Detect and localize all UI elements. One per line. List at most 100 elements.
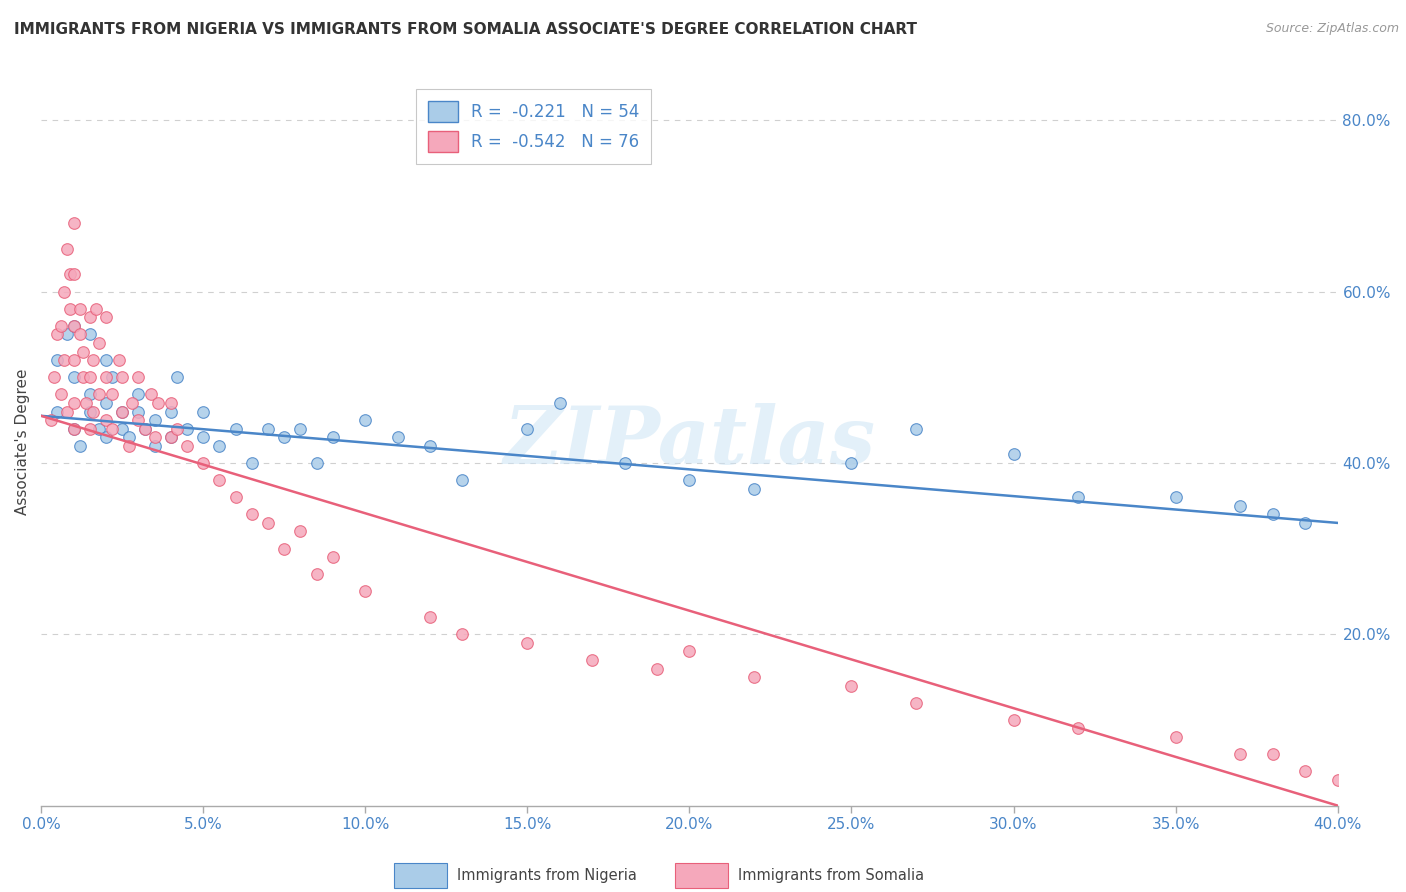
Point — [581, 653, 603, 667]
Point — [94, 353, 117, 368]
Point — [1294, 516, 1316, 530]
Point — [678, 473, 700, 487]
Point — [79, 310, 101, 325]
Point — [225, 422, 247, 436]
Point — [49, 387, 72, 401]
Point — [305, 456, 328, 470]
Point — [176, 422, 198, 436]
Point — [94, 396, 117, 410]
Point — [59, 301, 82, 316]
Point — [94, 430, 117, 444]
Text: Immigrants from Somalia: Immigrants from Somalia — [738, 869, 924, 883]
Point — [62, 396, 84, 410]
Point — [143, 413, 166, 427]
Point — [208, 439, 231, 453]
Point — [322, 430, 344, 444]
Point — [101, 370, 124, 384]
Point — [62, 353, 84, 368]
Point — [117, 430, 139, 444]
Point — [134, 422, 156, 436]
Point — [257, 422, 280, 436]
Point — [159, 430, 181, 444]
Point — [193, 404, 215, 418]
Point — [419, 610, 441, 624]
Point — [108, 353, 131, 368]
Point — [516, 422, 538, 436]
Point — [127, 404, 149, 418]
Point — [273, 541, 295, 556]
Point — [56, 327, 79, 342]
Point — [841, 456, 863, 470]
Point — [46, 404, 69, 418]
Point — [273, 430, 295, 444]
Point — [62, 422, 84, 436]
Point — [1229, 499, 1251, 513]
Point — [193, 430, 215, 444]
Y-axis label: Associate's Degree: Associate's Degree — [15, 368, 30, 515]
Point — [146, 396, 169, 410]
Point — [101, 387, 124, 401]
Point — [1067, 722, 1090, 736]
Point — [62, 318, 84, 333]
Point — [89, 336, 111, 351]
Point — [548, 396, 571, 410]
Legend: R =  -0.221   N = 54, R =  -0.542   N = 76: R = -0.221 N = 54, R = -0.542 N = 76 — [416, 89, 651, 164]
Point — [905, 422, 928, 436]
Point — [1294, 764, 1316, 779]
Point — [742, 670, 765, 684]
Point — [62, 318, 84, 333]
Point — [354, 413, 377, 427]
Point — [1002, 713, 1025, 727]
Point — [94, 413, 117, 427]
Point — [69, 439, 91, 453]
Point — [841, 679, 863, 693]
Point — [1067, 490, 1090, 504]
Point — [111, 404, 134, 418]
Point — [143, 439, 166, 453]
Point — [322, 550, 344, 565]
Text: Source: ZipAtlas.com: Source: ZipAtlas.com — [1265, 22, 1399, 36]
Point — [49, 318, 72, 333]
Point — [257, 516, 280, 530]
Point — [1261, 747, 1284, 762]
Text: ZIPatlas: ZIPatlas — [503, 403, 876, 480]
Point — [645, 661, 668, 675]
Point — [516, 636, 538, 650]
Point — [127, 413, 149, 427]
Point — [225, 490, 247, 504]
Point — [72, 344, 94, 359]
Point — [79, 370, 101, 384]
Point — [52, 285, 75, 299]
Point — [59, 268, 82, 282]
Point — [89, 387, 111, 401]
Point — [69, 301, 91, 316]
Point — [76, 396, 98, 410]
Point — [127, 370, 149, 384]
Point — [290, 422, 312, 436]
Point — [354, 584, 377, 599]
Text: IMMIGRANTS FROM NIGERIA VS IMMIGRANTS FROM SOMALIA ASSOCIATE'S DEGREE CORRELATIO: IMMIGRANTS FROM NIGERIA VS IMMIGRANTS FR… — [14, 22, 917, 37]
Point — [46, 327, 69, 342]
Point — [613, 456, 636, 470]
Point — [79, 327, 101, 342]
Point — [240, 508, 263, 522]
Point — [240, 456, 263, 470]
Point — [1002, 447, 1025, 461]
Point — [111, 422, 134, 436]
Point — [193, 456, 215, 470]
Point — [62, 216, 84, 230]
Point — [46, 353, 69, 368]
Point — [84, 301, 107, 316]
Point — [159, 430, 181, 444]
Point — [1229, 747, 1251, 762]
Point — [290, 524, 312, 539]
Point — [79, 422, 101, 436]
Point — [208, 473, 231, 487]
Point — [159, 404, 181, 418]
Point — [69, 327, 91, 342]
Point — [166, 422, 188, 436]
Point — [127, 387, 149, 401]
Point — [94, 310, 117, 325]
Point — [143, 430, 166, 444]
Point — [94, 370, 117, 384]
